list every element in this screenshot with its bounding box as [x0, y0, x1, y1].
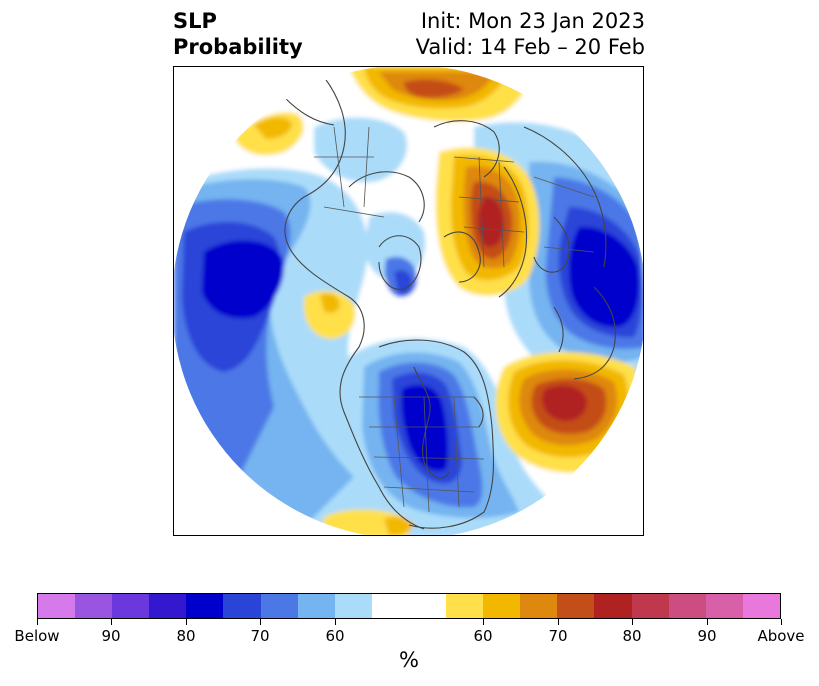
colorbar-swatch — [112, 594, 150, 618]
colorbar-swatch — [631, 594, 669, 618]
colorbar-swatch — [334, 594, 372, 618]
colorbar-swatch — [371, 594, 447, 618]
above-core-atlantic — [542, 385, 587, 422]
colorbar-tick — [558, 619, 559, 625]
above-core-nw-america — [320, 293, 340, 313]
colorbar-tick-label: 60 — [473, 627, 493, 645]
probability-map-svg — [174, 67, 643, 535]
colorbar-tick-label: Above — [757, 627, 805, 645]
colorbar-tick-label: 70 — [548, 627, 568, 645]
colorbar — [37, 593, 781, 619]
colorbar-tick-label: 90 — [101, 627, 121, 645]
colorbar-swatch — [668, 594, 706, 618]
colorbar-tick-label: 60 — [325, 627, 345, 645]
colorbar-swatch — [520, 594, 558, 618]
colorbar-tick — [632, 619, 633, 625]
below-core-pacific — [202, 240, 284, 319]
colorbar-swatch — [297, 594, 335, 618]
colorbar-swatch — [594, 594, 632, 618]
colorbar-swatch — [186, 594, 224, 618]
colorbar-tick — [483, 619, 484, 625]
below-core-na — [401, 385, 449, 471]
colorbar-tick — [781, 619, 782, 625]
above-core-north — [404, 79, 464, 98]
colorbar-tick — [707, 619, 708, 625]
colorbar-tick-label: 80 — [176, 627, 196, 645]
colorbar-tick — [111, 619, 112, 625]
colorbar-swatch — [38, 594, 76, 618]
colorbar-swatch — [705, 594, 743, 618]
title-type: Probability — [173, 35, 303, 59]
above-core-siberia — [477, 196, 504, 248]
title-variable: SLP — [173, 9, 217, 33]
colorbar-swatch — [149, 594, 187, 618]
above-core-nw — [254, 117, 292, 139]
below-core-asia — [568, 226, 640, 328]
title-valid-range: Valid: 14 Feb – 20 Feb — [415, 35, 645, 59]
colorbar-tick — [186, 619, 187, 625]
colorbar-tick-label: 70 — [250, 627, 270, 645]
colorbar-tick-label: 90 — [697, 627, 717, 645]
colorbar-swatch — [75, 594, 113, 618]
above-region-nw-america — [304, 290, 356, 339]
colorbar-tick-label: 80 — [622, 627, 642, 645]
chart-title-right: Init: Mon 23 Jan 2023 Valid: 14 Feb – 20… — [416, 8, 645, 60]
colorbar-tick — [335, 619, 336, 625]
polar-map — [173, 66, 644, 536]
colorbar-swatch — [446, 594, 484, 618]
chart-title-left: SLP Probability — [173, 8, 303, 60]
colorbar-swatch — [742, 594, 780, 618]
colorbar-swatch — [260, 594, 298, 618]
colorbar-tick-label: Below — [14, 627, 60, 645]
colorbar-swatch — [223, 594, 261, 618]
below-core-arctic — [394, 270, 412, 295]
colorbar-swatch — [483, 594, 521, 618]
political-borders — [314, 126, 595, 513]
colorbar-tick — [37, 619, 38, 625]
title-init-date: Init: Mon 23 Jan 2023 — [420, 9, 645, 33]
colorbar-unit-label: % — [399, 648, 419, 672]
colorbar-tick — [260, 619, 261, 625]
above-core-south — [384, 517, 414, 535]
colorbar-swatch — [557, 594, 595, 618]
